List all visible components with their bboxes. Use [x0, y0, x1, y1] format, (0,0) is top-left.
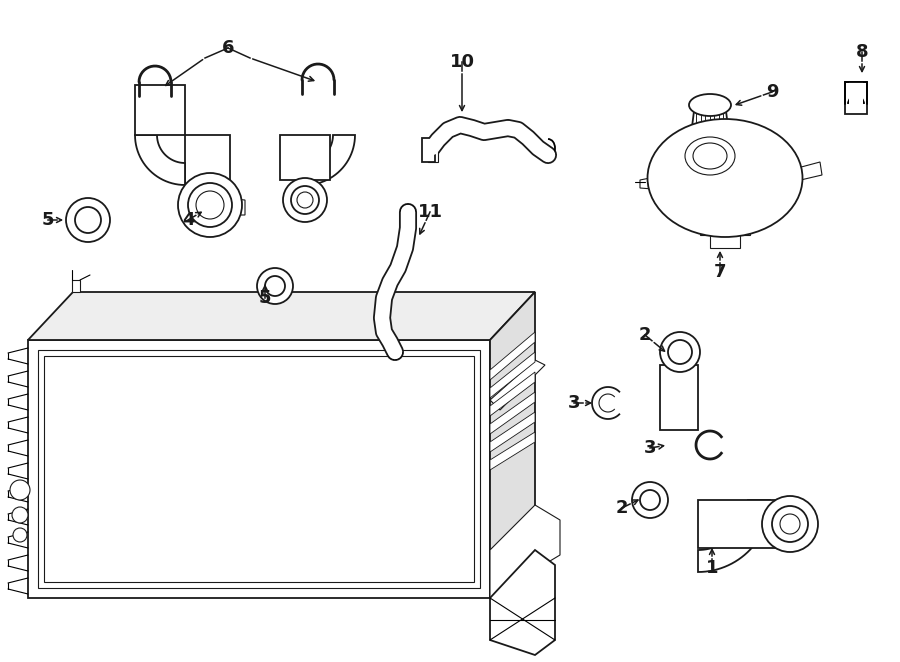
Polygon shape [44, 356, 474, 582]
Polygon shape [692, 111, 728, 127]
Polygon shape [422, 138, 435, 162]
Polygon shape [280, 135, 330, 180]
Polygon shape [185, 135, 230, 205]
Polygon shape [305, 135, 355, 185]
Polygon shape [490, 372, 535, 416]
Polygon shape [849, 82, 863, 104]
Polygon shape [490, 360, 545, 410]
Circle shape [640, 490, 660, 510]
Text: 9: 9 [766, 83, 778, 101]
Circle shape [283, 178, 327, 222]
Polygon shape [490, 352, 535, 398]
Polygon shape [38, 350, 480, 588]
Ellipse shape [689, 94, 731, 116]
Polygon shape [490, 392, 535, 434]
Polygon shape [428, 138, 438, 162]
Circle shape [188, 183, 232, 227]
Text: 4: 4 [182, 211, 194, 229]
Text: 8: 8 [856, 43, 868, 61]
Circle shape [762, 496, 818, 552]
Polygon shape [135, 135, 185, 185]
Circle shape [257, 268, 293, 304]
Text: 11: 11 [418, 203, 443, 221]
Polygon shape [845, 82, 867, 114]
Circle shape [291, 186, 319, 214]
Text: 3: 3 [568, 394, 580, 412]
Polygon shape [210, 197, 245, 215]
Polygon shape [490, 550, 555, 655]
Circle shape [10, 480, 30, 500]
Polygon shape [698, 500, 770, 572]
Ellipse shape [693, 143, 727, 169]
Polygon shape [660, 365, 698, 430]
Polygon shape [698, 500, 790, 548]
Circle shape [13, 528, 27, 542]
Polygon shape [490, 332, 535, 380]
Polygon shape [72, 280, 80, 292]
Circle shape [660, 332, 700, 372]
Circle shape [297, 192, 313, 208]
Polygon shape [490, 432, 535, 470]
Text: 5: 5 [41, 211, 54, 229]
Text: 3: 3 [644, 439, 656, 457]
Ellipse shape [647, 119, 803, 237]
Circle shape [178, 173, 242, 237]
Circle shape [265, 276, 285, 296]
Text: 2: 2 [639, 326, 652, 344]
Text: 2: 2 [616, 499, 628, 517]
Text: 7: 7 [714, 263, 726, 281]
Polygon shape [700, 215, 750, 235]
Circle shape [772, 506, 808, 542]
Polygon shape [490, 412, 535, 452]
Circle shape [66, 198, 110, 242]
Polygon shape [790, 162, 822, 182]
Polygon shape [28, 292, 535, 340]
Polygon shape [490, 292, 535, 598]
Circle shape [196, 191, 224, 219]
Circle shape [632, 482, 668, 518]
Polygon shape [135, 85, 185, 135]
Ellipse shape [685, 137, 735, 175]
Polygon shape [640, 175, 665, 190]
Text: 1: 1 [706, 559, 718, 577]
Text: 10: 10 [449, 53, 474, 71]
Circle shape [12, 507, 28, 523]
Polygon shape [28, 340, 490, 598]
Text: 6: 6 [221, 39, 234, 57]
Text: 5: 5 [259, 289, 271, 307]
Circle shape [780, 514, 800, 534]
Circle shape [75, 207, 101, 233]
Polygon shape [710, 225, 740, 248]
Polygon shape [490, 505, 560, 598]
Circle shape [668, 340, 692, 364]
